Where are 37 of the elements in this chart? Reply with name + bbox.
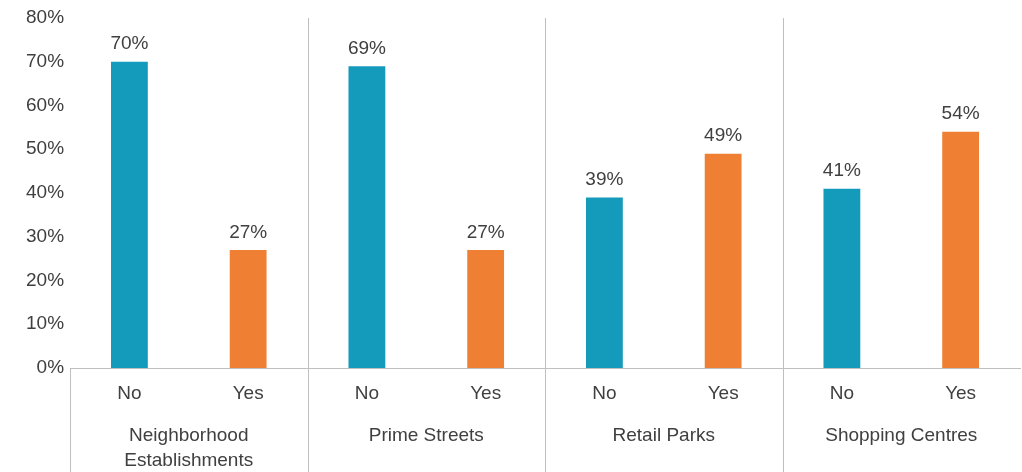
data-label: 27% [229, 220, 268, 242]
text: Yes [470, 382, 502, 404]
bar [942, 131, 980, 368]
x-tick-label: Shopping Centres [825, 424, 978, 446]
data-label: 69% [347, 36, 387, 58]
series-label: No [117, 382, 142, 404]
data-label: 41% [822, 159, 861, 181]
bar [111, 61, 148, 368]
y-tick-label: 10% [26, 312, 65, 334]
data-label: 54% [941, 102, 980, 124]
text: Yes [707, 382, 739, 404]
series-label: Yes [232, 382, 264, 404]
y-tick-label: 50% [26, 137, 65, 159]
x-tick-label: Prime Streets [368, 424, 484, 446]
bar [348, 66, 386, 368]
y-tick-label: 20% [26, 268, 65, 290]
data-label: 70% [110, 32, 149, 54]
bar [229, 249, 267, 368]
data-label: 39% [585, 168, 624, 190]
bar [704, 153, 742, 368]
x-tick-label: Retail Parks [612, 424, 715, 446]
y-tick-label: 80% [26, 6, 65, 28]
y-tick-label: 30% [26, 224, 65, 246]
data-label: 49% [704, 124, 743, 146]
y-tick-label: 70% [26, 49, 65, 71]
x-tick-label: Neighborhood Establishments [124, 424, 254, 471]
bar [823, 188, 861, 368]
bar [585, 197, 623, 368]
text: No [829, 382, 855, 404]
text: No [592, 382, 617, 404]
bar [467, 249, 505, 368]
y-tick-label: 40% [26, 181, 65, 203]
y-tick-label: 0% [36, 356, 65, 378]
y-tick-label: 60% [26, 93, 65, 115]
text: No [354, 382, 380, 404]
data-label: 27% [466, 220, 505, 242]
text: Yes [945, 382, 977, 404]
